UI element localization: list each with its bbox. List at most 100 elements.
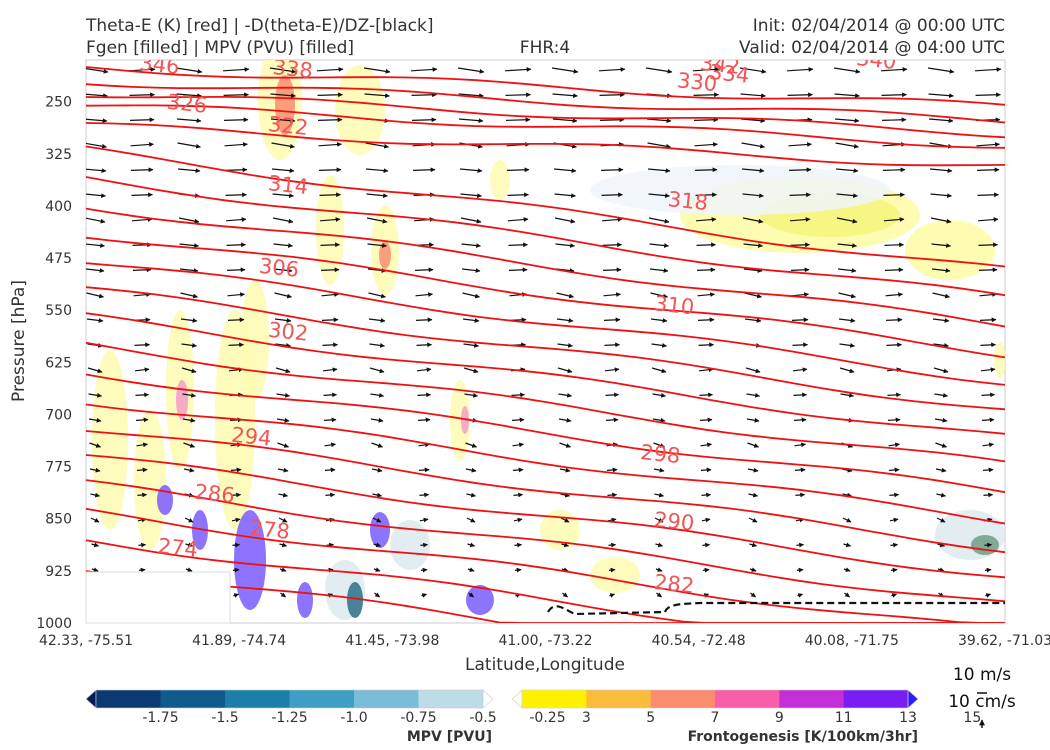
theta-e-label: 286 <box>193 480 235 508</box>
wind-vector <box>978 242 998 248</box>
wind-vector <box>978 267 998 273</box>
wind-vector <box>276 392 290 398</box>
colorbar-extend-min <box>511 689 523 709</box>
wind-vector <box>462 318 480 323</box>
wind-vector <box>842 517 852 523</box>
wind-vector <box>132 267 152 273</box>
wind-vector <box>652 417 666 423</box>
wind-vector <box>837 243 857 248</box>
wind-vector <box>270 93 296 99</box>
wind-vector <box>507 167 530 173</box>
wind-vector <box>602 267 622 273</box>
wind-vector <box>693 92 719 98</box>
wind-vector <box>838 292 856 299</box>
theta-e-label: 306 <box>258 254 300 282</box>
colorbar-frame <box>521 689 909 709</box>
wind-vector <box>277 442 289 448</box>
wind-vector <box>607 517 617 523</box>
wind-vector <box>796 567 804 573</box>
wind-vector <box>91 542 100 548</box>
wind-vector <box>557 343 573 348</box>
fill-region <box>370 512 390 548</box>
theta-e-contour <box>86 122 1005 167</box>
frontogenesis-colorbar: 3 5 7 9 11 13 15 <box>511 689 981 726</box>
wind-vector <box>891 593 898 598</box>
wind-vector <box>982 467 994 473</box>
wind-vector <box>179 243 199 248</box>
wind-vector <box>460 193 482 198</box>
wind-vector <box>653 467 665 473</box>
wind-vector <box>650 292 668 299</box>
wind-vector <box>511 417 525 423</box>
wind-vector <box>138 542 147 548</box>
wind-vector <box>740 118 766 124</box>
wind-vector <box>324 442 336 448</box>
wind-vector <box>372 492 383 498</box>
x-tick-label: 39.62, -71.03 <box>958 633 1050 649</box>
wind-vector <box>412 117 437 123</box>
colorbar-swatch <box>160 690 226 708</box>
wind-vector <box>984 542 993 548</box>
wind-vector <box>839 343 855 348</box>
wind-vector <box>980 367 996 373</box>
wind-vector <box>883 192 905 198</box>
wind-vector <box>461 268 481 273</box>
wind-vector <box>134 342 150 348</box>
wind-vector <box>699 417 713 423</box>
colorbar-tick-label: 5 <box>646 710 655 726</box>
wind-vector <box>86 292 104 299</box>
mpv-colorbar-label: MPV [PVU] <box>407 729 492 745</box>
wind-vector <box>927 67 955 74</box>
wind-vector <box>603 292 621 297</box>
theta-e-label: 326 <box>166 90 208 118</box>
x-tick-label: 42.33, -75.51 <box>39 633 133 649</box>
wind-vector <box>320 267 340 273</box>
wind-vector <box>695 167 718 173</box>
wind-vector <box>319 217 341 222</box>
wind-vector <box>367 243 387 248</box>
wind-vector <box>507 192 529 198</box>
wind-vector <box>796 542 805 548</box>
wind-vector <box>373 567 381 572</box>
y-tick-label: 250 <box>45 95 72 111</box>
theta-e-contour <box>86 454 1005 579</box>
theta-e-contour <box>86 539 1005 623</box>
wind-vector <box>462 292 480 299</box>
vector-key-vertical: 10 cm/s <box>948 692 1016 712</box>
wind-vector <box>272 193 294 198</box>
wind-vector <box>740 93 766 99</box>
fill-region <box>994 342 1005 378</box>
wind-vector <box>652 392 666 398</box>
wind-vector <box>224 117 249 123</box>
wind-vector <box>750 592 756 598</box>
wind-vector <box>131 217 153 222</box>
wind-vector <box>176 93 202 99</box>
theta-e-label: 346 <box>138 51 180 79</box>
wind-vector <box>89 467 101 473</box>
wind-vector <box>696 267 716 273</box>
wind-vector <box>606 467 618 473</box>
wind-vector <box>326 542 335 548</box>
wind-vector <box>86 268 105 273</box>
theta-e-label: 274 <box>157 534 199 562</box>
wind-vector <box>881 92 907 98</box>
wind-vector <box>466 517 476 523</box>
wind-vector <box>843 542 852 548</box>
wind-vector <box>976 142 1000 147</box>
wind-vector <box>835 168 859 173</box>
fill-region <box>540 510 580 550</box>
wind-vector <box>278 492 289 498</box>
wind-vector <box>889 517 899 523</box>
wind-vector <box>790 242 810 248</box>
y-tick-label: 1000 <box>36 616 72 632</box>
wind-vector <box>975 92 1001 98</box>
wind-vector <box>513 517 523 523</box>
wind-vector <box>885 292 903 297</box>
wind-vector <box>226 242 246 248</box>
wind-vector <box>929 168 953 173</box>
wind-vector <box>321 292 339 297</box>
colorbar-tick-label: -1.0 <box>340 710 367 726</box>
wind-vector <box>419 492 430 498</box>
